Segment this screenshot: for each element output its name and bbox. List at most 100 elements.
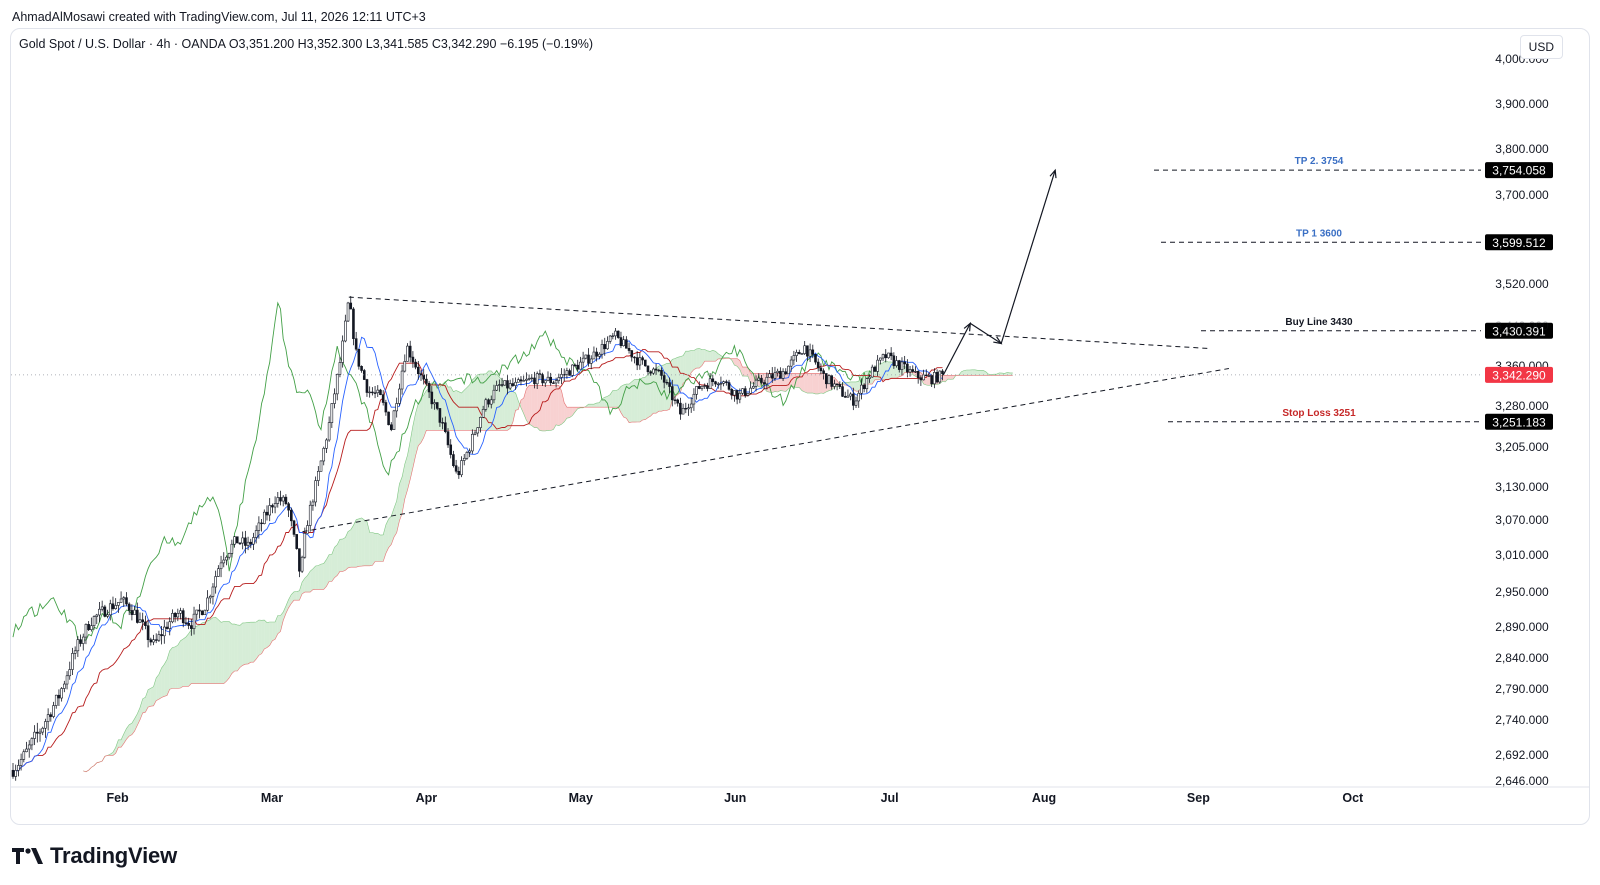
candle-body [235,536,239,544]
candle-body [465,452,469,459]
ichimoku-cloud-segment [969,369,973,376]
leading-span-a [83,348,1013,773]
ichimoku-cloud-segment [747,367,751,384]
candle-body [246,541,250,546]
candle-body [284,496,288,505]
candle-body [484,399,488,410]
descending-resistance-trendline[interactable] [348,296,1210,349]
price-chart[interactable]: TP 2. 3754 3,754.058 TP 1 3600 3,599.512 Buy… [11,29,1589,824]
ichimoku-cloud-segment [277,615,281,634]
level-price-tag [1485,234,1553,251]
candle-body [887,352,890,359]
candle-body [468,450,471,453]
candle-body [927,375,931,377]
candle-body [911,369,915,372]
candle-body [862,384,866,390]
ichimoku-cloud-segment [537,385,540,431]
ichimoku-cloud-segment [207,619,211,684]
candle-body [392,410,396,430]
current-price-tag-text: 3,342.290 [1492,368,1546,382]
candle-body [254,530,258,538]
candle-body [262,511,266,525]
ichimoku-cloud-segment [434,383,438,431]
level-price-tag-text: 3,251.183 [1492,415,1546,429]
ichimoku-cloud-segment [639,377,643,422]
candle-body [41,727,45,733]
ichimoku-cloud-segment [226,621,230,682]
ichimoku-cloud-segment [188,629,192,687]
ichimoku-cloud-segment [526,385,530,424]
ichimoku-cloud-segment [310,568,313,593]
ichimoku-cloud-segment [323,559,327,590]
ichimoku-cloud-segment [545,385,548,431]
ichimoku-cloud-segment [321,563,324,590]
candle-body [708,378,712,389]
candle-body [344,320,347,342]
ichimoku-cloud-segment [550,385,554,431]
ichimoku-cloud-segment [712,350,716,362]
candle-body [411,356,415,363]
ichimoku-cloud-segment [820,373,824,394]
ichimoku-cloud-segment [785,373,789,392]
ichimoku-cloud-segment [312,566,316,590]
ichimoku-cloud-segment [283,605,286,621]
candle-body [924,374,928,377]
chart-frame[interactable]: TP 2. 3754 3,754.058 TP 1 3600 3,599.512 Buy… [10,28,1590,825]
ichimoku-cloud-segment [223,621,227,684]
ichimoku-cloud-segment [699,348,703,369]
candle-body [425,378,428,384]
ichimoku-cloud-segment [456,390,459,431]
candle-body [135,609,139,623]
candle-body [122,597,126,600]
ichimoku-cloud-segment [542,385,546,431]
ichimoku-cloud-segment [807,373,811,394]
ichimoku-cloud-segment [461,390,465,431]
ichimoku-cloud-segment [175,645,178,689]
candle-body [511,383,515,386]
candle-body [508,383,512,389]
ichimoku-cloud-segment [510,388,513,429]
candle-body [695,386,698,395]
ichimoku-cloud-segment [212,617,216,684]
ichimoku-cloud-segment [453,390,457,431]
ichimoku-cloud-segment [250,622,254,663]
ohlc-low: L3,341.585 [365,37,429,51]
ichimoku-cloud-segment [950,375,954,380]
candle-body [141,619,144,623]
candle-body [576,364,580,370]
ichimoku-cloud-segment [304,575,308,593]
candle-body [503,380,507,386]
candle-body [76,639,80,652]
ichimoku-cloud-segment [242,622,246,666]
projection-path[interactable] [942,170,1056,376]
candle-body [679,402,682,415]
candle-body [719,383,723,385]
candle-body [222,559,226,564]
candle-body [903,361,906,365]
candle-body [19,759,23,766]
ichimoku-cloud-segment [718,353,721,359]
ichimoku-cloud-segment [974,369,978,376]
candle-body [641,357,644,361]
candle-body [303,533,307,558]
candle-body [192,613,196,629]
ichimoku-cloud-segment [148,688,151,708]
ascending-support-trendline[interactable] [302,368,1229,533]
candle-body [473,432,477,435]
ichimoku-cloud-segment [715,351,719,362]
candle-body [860,384,863,394]
candle-body [857,392,861,402]
ichimoku-cloud-segment [742,367,746,377]
candle-body [822,370,825,374]
level-price-tag [1485,162,1553,179]
candle-body [638,357,642,366]
ichimoku-cloud-segment [194,626,197,684]
candle-body [160,634,163,637]
ichimoku-cloud-segment [539,385,543,431]
candle-body [314,480,317,503]
candle-body [225,556,228,561]
currency-button[interactable]: USD [1519,35,1563,59]
candle-body [138,619,142,623]
ichimoku-cloud-segment [294,591,297,601]
candle-body [376,389,380,394]
